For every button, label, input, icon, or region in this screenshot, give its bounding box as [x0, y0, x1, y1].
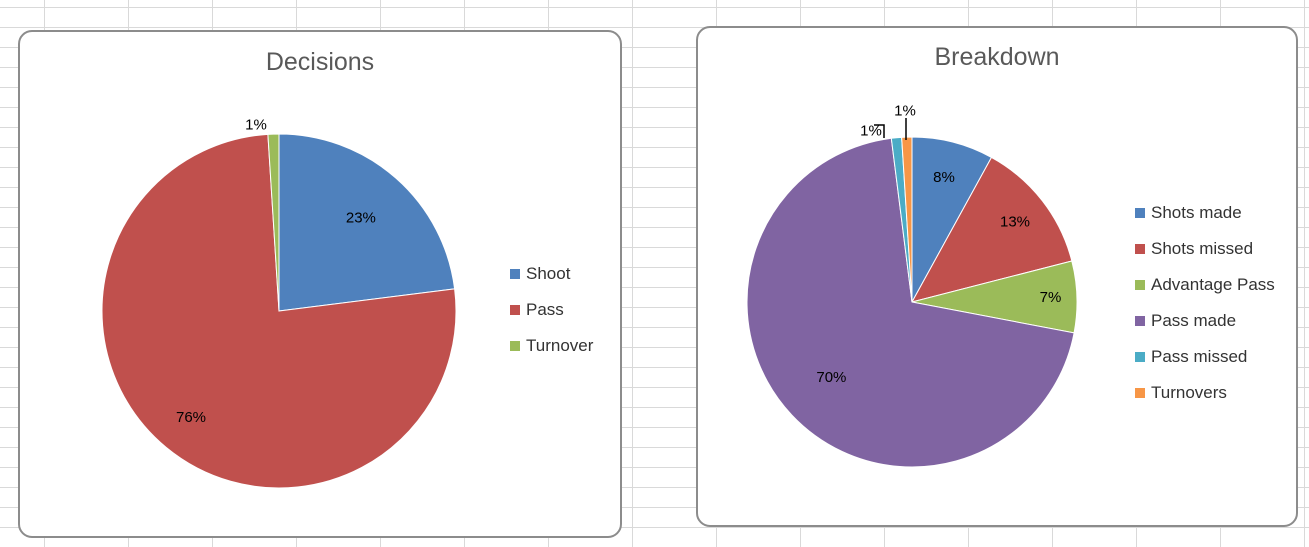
chart-title: Breakdown — [934, 43, 1060, 71]
legend-swatch — [1135, 208, 1145, 218]
legend-swatch — [1135, 280, 1145, 290]
data-label-shots-missed: 13% — [1000, 214, 1030, 231]
chart-title: Decisions — [265, 48, 375, 76]
data-label-pass: 76% — [176, 409, 206, 426]
legend-label: Pass missed — [1151, 347, 1248, 366]
legend-label: Turnovers — [1151, 383, 1227, 402]
legend-label: Pass made — [1151, 311, 1237, 330]
legend-label: Pass — [526, 300, 564, 319]
pie-slice-pass-made[interactable] — [746, 137, 1075, 468]
decisions-chart[interactable]: Decisions 23% 76% 1% Shoot Pass Turnover — [18, 30, 622, 538]
pie-slice-shoot[interactable] — [278, 133, 456, 312]
data-label-shots-made: 8% — [933, 169, 955, 186]
pie-slice-shots-missed[interactable] — [911, 156, 1073, 303]
data-label-pass-missed: 1% — [860, 123, 882, 140]
legend-swatch — [1135, 388, 1145, 398]
pie-slice-pass[interactable] — [101, 133, 457, 489]
legend-label: Advantage Pass — [1151, 275, 1275, 294]
data-label-turnovers: 1% — [894, 103, 916, 120]
leader-line-pass-missed — [874, 124, 885, 138]
pie-slice-turnover[interactable] — [267, 133, 280, 312]
data-label-advantage-pass: 7% — [1040, 289, 1062, 306]
legend-swatch — [510, 341, 520, 351]
legend-swatch — [510, 305, 520, 315]
legend-label: Shots made — [1151, 203, 1242, 222]
data-label-turnover: 1% — [245, 117, 267, 134]
legend-label: Shoot — [526, 264, 571, 283]
data-label-shoot: 23% — [346, 210, 376, 227]
legend-swatch — [1135, 316, 1145, 326]
pie-slice-turnovers[interactable] — [901, 136, 913, 303]
breakdown-chart[interactable]: Breakdown 8% 13% 7% 70% 1% 1% Shots made Shots… — [696, 26, 1298, 527]
legend-swatch — [1135, 352, 1145, 362]
legend-swatch — [510, 269, 520, 279]
decisions-pie: 23% 76% 1% — [101, 117, 457, 489]
data-label-pass-made: 70% — [816, 369, 846, 386]
legend-swatch — [1135, 244, 1145, 254]
legend-label: Turnover — [526, 336, 594, 355]
breakdown-pie: 8% 13% 7% 70% 1% 1% — [746, 103, 1078, 468]
legend-label: Shots missed — [1151, 239, 1254, 258]
